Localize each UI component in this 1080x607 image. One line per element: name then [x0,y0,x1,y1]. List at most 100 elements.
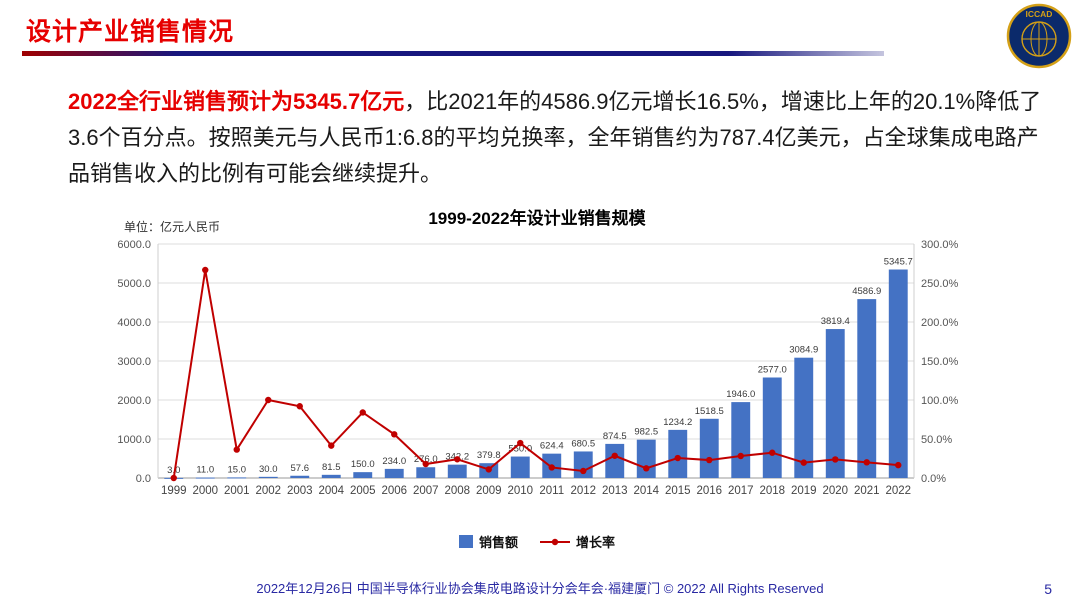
left-axis-tick: 6000.0 [117,239,151,251]
bar-value-label: 11.0 [196,465,214,476]
growth-marker [706,456,713,464]
legend-item-growth: 增长率 [540,532,615,551]
right-axis-tick: 50.0% [921,434,952,446]
growth-marker [233,446,240,453]
growth-marker [737,452,744,460]
bar [447,464,467,478]
x-axis-label: 2015 [665,485,691,497]
x-axis-label: 2002 [255,485,281,497]
left-axis-tick: 3000.0 [117,356,151,368]
growth-marker [202,266,209,274]
bar-value-label: 234.0 [382,456,406,467]
legend-bar-label: 销售额 [478,535,518,550]
left-axis-tick: 0.0 [136,473,151,485]
bar [888,269,908,478]
bar-value-label: 57.6 [291,463,310,474]
growth-marker [422,460,429,468]
bar [384,468,404,478]
x-axis-label: 2010 [507,485,533,497]
bar-value-label: 150.0 [351,459,375,470]
bar [794,357,814,478]
x-axis-label: 2012 [570,485,596,497]
chart-unit-label: 单位：亿元人民币 [124,220,221,234]
left-axis-tick: 2000.0 [117,395,151,407]
growth-marker [895,461,902,469]
bar-value-label: 624.4 [540,441,564,452]
footer-text: 2022年12月26日 中国半导体行业协会集成电路设计分会年会·福建厦门 © 2… [256,581,824,596]
x-axis-label: 1999 [161,485,187,497]
x-axis-label: 2013 [602,485,628,497]
chart-title: 1999-2022年设计业销售规模 [428,209,646,228]
bar [668,429,688,478]
growth-marker [517,439,524,447]
growth-marker [359,409,366,416]
intro-highlight: 2022全行业销售预计为5345.7亿元 [68,89,405,114]
bar-value-label: 1946.0 [726,389,755,400]
growth-marker [296,403,303,410]
right-axis-tick: 250.0% [921,278,959,290]
legend-line-swatch [540,538,570,545]
x-axis-label: 2005 [350,485,376,497]
legend-bar-swatch [458,535,473,548]
growth-marker [548,464,555,471]
iccad-logo-icon: ICCAD [1006,3,1072,69]
intro-rest: ，比2021年的4586.9亿元增长16.5%，增速比上年的20.1%降低了3.… [68,89,1042,186]
bar-value-label: 680.5 [571,438,595,449]
sales-chart: 1999-2022年设计业销售规模 单位：亿元人民币 0.0 1000.0 2000… [92,200,982,560]
growth-marker [769,449,776,456]
bar [258,476,278,478]
bar [699,418,719,478]
x-axis-label: 2009 [476,485,502,497]
bar-value-label: 276.0 [414,454,438,465]
growth-marker [580,467,587,475]
bar-value-label: 2577.0 [758,364,787,375]
x-axis-label: 2008 [444,485,470,497]
growth-marker [800,459,807,466]
bar-value-label: 5345.7 [884,257,913,268]
bar [857,299,877,478]
bar-value-label: 81.5 [322,462,341,473]
chart-legend: 销售额 增长率 [92,532,982,551]
legend-line-label: 增长率 [576,535,616,550]
growth-marker [170,474,177,482]
right-axis-tick: 100.0% [921,395,959,407]
bar-value-label: 1518.5 [695,406,724,417]
x-axis-label: 2022 [885,485,911,497]
bar [290,475,310,478]
x-axis-label: 2003 [287,485,313,497]
bar [762,377,782,478]
x-axis-label: 2000 [192,485,218,497]
bar-value-label: 3.0 [167,465,180,476]
x-axis-label: 2016 [696,485,722,497]
growth-marker [643,465,650,472]
bar-value-label: 3819.4 [821,316,850,327]
growth-line [172,269,899,479]
left-axis-tick: 4000.0 [117,317,151,329]
x-axis-label: 2019 [791,485,817,497]
bar [321,474,341,478]
bar-value-label: 30.0 [259,464,278,475]
left-axis-tick: 5000.0 [117,278,151,290]
bar-value-label: 874.5 [603,431,627,442]
x-axis-label: 2004 [318,485,344,497]
x-axis-label: 2014 [633,485,659,497]
bar-value-label: 379.8 [477,450,501,461]
page-title: 设计产业销售情况 [26,18,235,46]
bar [731,402,751,478]
bar [195,477,215,479]
right-axis-tick: 0.0% [921,473,946,485]
x-axis-label: 2007 [413,485,439,497]
intro-paragraph: 2022全行业销售预计为5345.7亿元，比2021年的4586.9亿元增长16… [68,84,1048,192]
bar [636,439,656,478]
x-axis-label: 2006 [381,485,407,497]
right-axis-tick: 200.0% [921,317,959,329]
bar-value-label: 3084.9 [789,345,818,356]
growth-marker [328,442,335,449]
bar [825,329,845,478]
right-axis-tick: 150.0% [921,356,959,368]
bar-value-label: 550.0 [508,444,532,455]
logo-text: ICCAD [1026,9,1053,19]
page-number: 5 [1044,581,1052,597]
growth-marker [674,454,681,462]
